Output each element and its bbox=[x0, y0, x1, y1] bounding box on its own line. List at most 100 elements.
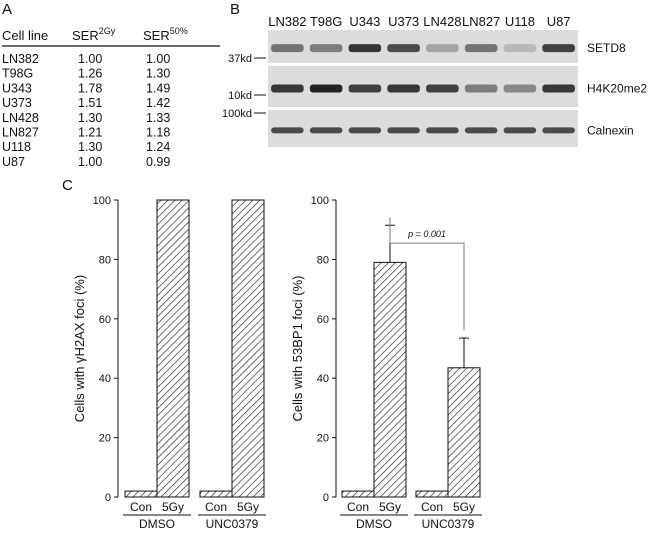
blot-band bbox=[464, 127, 498, 134]
lane-label: LN428 bbox=[423, 14, 461, 29]
category-label: Con bbox=[130, 500, 152, 514]
blot-band bbox=[464, 84, 498, 93]
blot-marker-label: 37kd bbox=[228, 53, 252, 65]
group-label: UNC0379 bbox=[422, 517, 475, 531]
y-axis-label-prefix: Cells with 53BP1 foci (%) bbox=[290, 276, 305, 422]
table-ser-50: 1.18 bbox=[146, 126, 170, 140]
table-cell-line: U118 bbox=[2, 140, 31, 154]
panel-c-label: C bbox=[62, 177, 73, 194]
table-cell-line: LN428 bbox=[2, 111, 39, 125]
blot-band bbox=[348, 84, 382, 93]
y-axis-label: Cells with γH2AX foci (%) bbox=[72, 275, 87, 422]
table-ser-50: 1.00 bbox=[146, 52, 170, 66]
blot-band bbox=[271, 84, 304, 93]
table-ser-2gy: 1.30 bbox=[78, 111, 102, 125]
category-label: 5Gy bbox=[453, 500, 475, 514]
lane-label: LN382 bbox=[268, 14, 306, 29]
blot-protein-label: Calnexin bbox=[587, 123, 634, 137]
header-ser-2gy: SER2Gy bbox=[72, 26, 116, 43]
blot-protein-label: SETD8 bbox=[587, 41, 626, 55]
blot-band bbox=[503, 44, 537, 53]
blot-band bbox=[387, 84, 420, 93]
table-cell-line: LN827 bbox=[2, 126, 39, 140]
category-label: Con bbox=[205, 500, 227, 514]
group-label: DMSO bbox=[356, 517, 392, 531]
table-ser-2gy: 1.30 bbox=[78, 140, 102, 154]
table-cell-line: LN382 bbox=[2, 52, 39, 66]
category-label: Con bbox=[347, 500, 369, 514]
blots: SETD8 37kd H4K20me2 10kd Calnexin 100kd bbox=[222, 30, 647, 147]
blot-band bbox=[348, 44, 382, 53]
y-tick-label: 80 bbox=[317, 254, 329, 266]
blot-band bbox=[271, 127, 304, 134]
bar bbox=[124, 490, 158, 498]
table-ser-50: 1.49 bbox=[146, 81, 170, 95]
panel-b-label: B bbox=[230, 1, 240, 18]
y-axis-label-suffix: H2AX foci (%) bbox=[72, 275, 87, 357]
table-ser-2gy: 1.78 bbox=[78, 81, 102, 95]
lane-label: U343 bbox=[349, 14, 380, 29]
p-value-annotation: p = 0.001 bbox=[407, 229, 446, 239]
header-ser-50: SER50% bbox=[143, 26, 188, 43]
table-ser-50: 0.99 bbox=[146, 155, 170, 169]
bar bbox=[373, 261, 407, 498]
header-ser-50-sup: 50% bbox=[170, 26, 188, 36]
table-ser-50: 1.42 bbox=[146, 96, 170, 110]
blot-band bbox=[464, 44, 498, 53]
y-tick-label: 20 bbox=[99, 433, 111, 445]
blot-band bbox=[309, 44, 343, 53]
blot-band bbox=[426, 127, 459, 134]
bar bbox=[156, 199, 190, 498]
category-label: 5Gy bbox=[237, 500, 259, 514]
category-label: Con bbox=[421, 500, 443, 514]
blot-marker-label: 100kd bbox=[222, 108, 252, 120]
y-tick-label: 60 bbox=[317, 314, 329, 326]
table-cell-line: U373 bbox=[2, 96, 32, 110]
53bp1-chart: 0 20 40 60 80 100 Cells with 53BP1 foci (%) Con… bbox=[290, 195, 482, 531]
y-tick-label: 80 bbox=[99, 254, 111, 266]
bar bbox=[341, 490, 375, 498]
header-ser-2gy-sup: 2Gy bbox=[99, 26, 116, 36]
table-ser-2gy: 1.00 bbox=[78, 52, 102, 66]
y-axis-label-prefix: Cells with bbox=[72, 363, 87, 422]
y-tick-label: 100 bbox=[311, 195, 329, 207]
table-cell-line: U343 bbox=[2, 81, 32, 95]
blot-protein-label: H4K20me2 bbox=[587, 82, 647, 96]
blot-band bbox=[348, 127, 382, 134]
y-tick-label: 40 bbox=[99, 373, 111, 385]
bar bbox=[231, 199, 265, 498]
header-ser-2gy-main: SER bbox=[72, 28, 99, 43]
y-axis-label-greek: γ bbox=[72, 356, 87, 363]
blot-band bbox=[542, 84, 575, 93]
significance-bracket bbox=[389, 217, 465, 331]
y-tick-label: 40 bbox=[317, 373, 329, 385]
table-ser-50: 1.24 bbox=[146, 140, 170, 154]
table-ser-2gy: 1.00 bbox=[78, 155, 102, 169]
bar bbox=[415, 490, 449, 498]
panel-b: B LN382 T98G U343 U373 LN428 LN827 U118 U87 SET… bbox=[222, 1, 647, 147]
y-tick-label: 100 bbox=[93, 195, 111, 207]
blot-band bbox=[503, 84, 537, 93]
category-label: 5Gy bbox=[162, 500, 184, 514]
category-label: 5Gy bbox=[379, 500, 401, 514]
bar bbox=[199, 490, 233, 498]
table-ser-2gy: 1.26 bbox=[78, 67, 102, 81]
header-ser-50-main: SER bbox=[143, 28, 170, 43]
table-ser-2gy: 1.21 bbox=[78, 126, 102, 140]
y-axis-label: Cells with 53BP1 foci (%) bbox=[290, 276, 305, 422]
y-tick-label: 0 bbox=[105, 492, 111, 504]
table-cell-line: U87 bbox=[2, 155, 25, 169]
bar bbox=[447, 367, 481, 498]
blot-band bbox=[387, 44, 420, 53]
header-cell-line: Cell line bbox=[2, 28, 48, 43]
lane-label: U87 bbox=[547, 14, 571, 29]
lane-label: T98G bbox=[310, 14, 343, 29]
blot-band bbox=[271, 44, 304, 53]
group-label: UNC0379 bbox=[206, 517, 259, 531]
panel-a: A Cell line SER2Gy SER50% LN382 1.00 1.00T… bbox=[2, 1, 220, 169]
table-rows: LN382 1.00 1.00 T98G 1.26 1.30 U343 1.78 1.49 U37… bbox=[2, 52, 170, 169]
y-tick-label: 0 bbox=[323, 492, 329, 504]
lane-labels: LN382 T98G U343 U373 LN428 LN827 U118 U87 bbox=[268, 14, 570, 29]
y-tick-label: 20 bbox=[317, 433, 329, 445]
